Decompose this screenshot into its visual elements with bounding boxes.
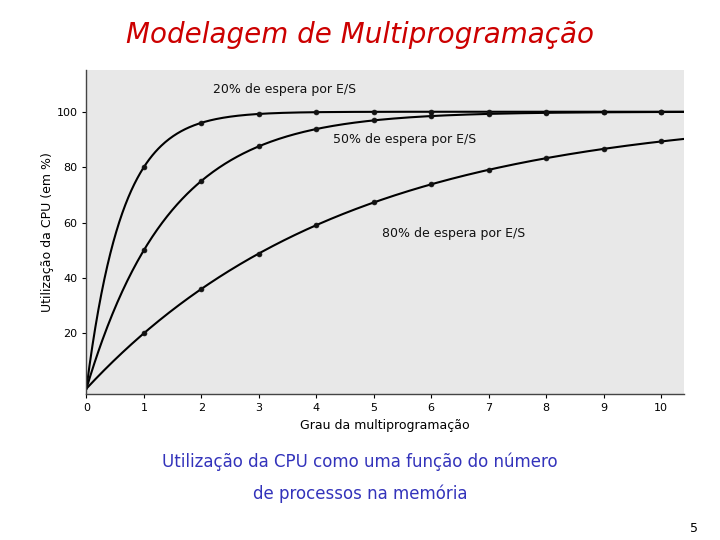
Text: 5: 5 (690, 522, 698, 535)
Text: Utilização da CPU como uma função do número: Utilização da CPU como uma função do núm… (162, 453, 558, 471)
X-axis label: Grau da multiprogramação: Grau da multiprogramação (300, 419, 470, 432)
Text: de processos na memória: de processos na memória (253, 485, 467, 503)
Text: 20% de espera por E/S: 20% de espera por E/S (213, 83, 356, 96)
Text: 50% de espera por E/S: 50% de espera por E/S (333, 133, 477, 146)
Y-axis label: Utilização da CPU (em %): Utilização da CPU (em %) (40, 152, 53, 312)
Text: Modelagem de Multiprogramação: Modelagem de Multiprogramação (126, 21, 594, 49)
Text: 80% de espera por E/S: 80% de espera por E/S (382, 227, 526, 240)
